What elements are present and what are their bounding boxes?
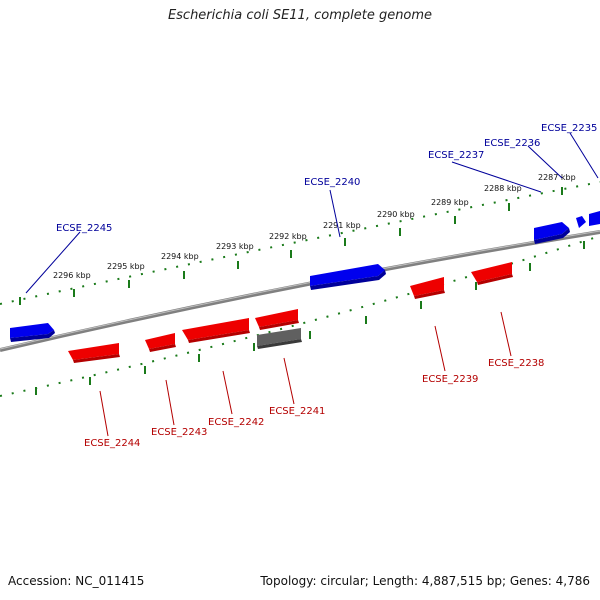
gene-label-ecse-2239: ECSE_2239 (422, 374, 478, 385)
scale-label-2293: 2293 kbp (216, 242, 254, 251)
accession-text: Accession: NC_011415 (8, 574, 145, 588)
reverse-gene-arrow[interactable] (471, 262, 512, 282)
scale-label-2296: 2296 kbp (53, 271, 91, 280)
forward-gene-features (10, 211, 600, 342)
scale-label-2290: 2290 kbp (377, 210, 415, 219)
scale-label-2294: 2294 kbp (161, 252, 199, 261)
other-gene-feature[interactable] (257, 328, 301, 346)
scale-label-2295: 2295 kbp (107, 262, 145, 271)
gene-label-ecse-2238: ECSE_2238 (488, 358, 544, 369)
lower-tick-track (0, 235, 600, 397)
scale-label-2289: 2289 kbp (431, 198, 469, 207)
forward-gene-arrow[interactable] (310, 264, 385, 286)
reverse-gene-arrow[interactable] (182, 318, 249, 340)
gene-label-ecse-2235: ECSE_2235 (541, 123, 597, 134)
topology-text: Topology: circular; Length: 4,887,515 bp… (260, 574, 590, 588)
forward-gene-arrow[interactable] (589, 211, 600, 226)
reverse-gene-arrow[interactable] (68, 343, 119, 360)
upper-tick-track (0, 181, 600, 305)
label-connectors (25, 132, 599, 437)
gene-label-ecse-2241: ECSE_2241 (269, 406, 325, 417)
forward-gene-arrow[interactable] (534, 222, 569, 240)
upper-major-ticks (19, 187, 563, 305)
forward-gene-arrow[interactable] (10, 323, 54, 338)
reverse-gene-features (68, 262, 513, 363)
forward-gene-arrow[interactable] (576, 216, 586, 228)
map-title: Escherichia coli SE11, complete genome (167, 8, 433, 23)
genome-backbone (0, 230, 600, 352)
scale-label-2287: 2287 kbp (538, 173, 576, 182)
scale-label-2288: 2288 kbp (484, 184, 522, 193)
lower-major-ticks (35, 241, 585, 395)
gene-label-ecse-2245: ECSE_2245 (56, 223, 112, 234)
gene-label-ecse-2236: ECSE_2236 (484, 138, 540, 149)
reverse-gene-arrow[interactable] (145, 333, 175, 349)
gene-label-ecse-2240: ECSE_2240 (304, 177, 360, 188)
reverse-gene-arrow[interactable] (410, 277, 444, 296)
reverse-gene-arrow[interactable] (255, 309, 298, 327)
gene-label-ecse-2244: ECSE_2244 (84, 438, 140, 449)
gene-label-ecse-2242: ECSE_2242 (208, 417, 264, 428)
scale-label-2291: 2291 kbp (323, 221, 361, 230)
scale-label-2292: 2292 kbp (269, 232, 307, 241)
gene-label-ecse-2237: ECSE_2237 (428, 150, 484, 161)
gene-label-ecse-2243: ECSE_2243 (151, 427, 207, 438)
